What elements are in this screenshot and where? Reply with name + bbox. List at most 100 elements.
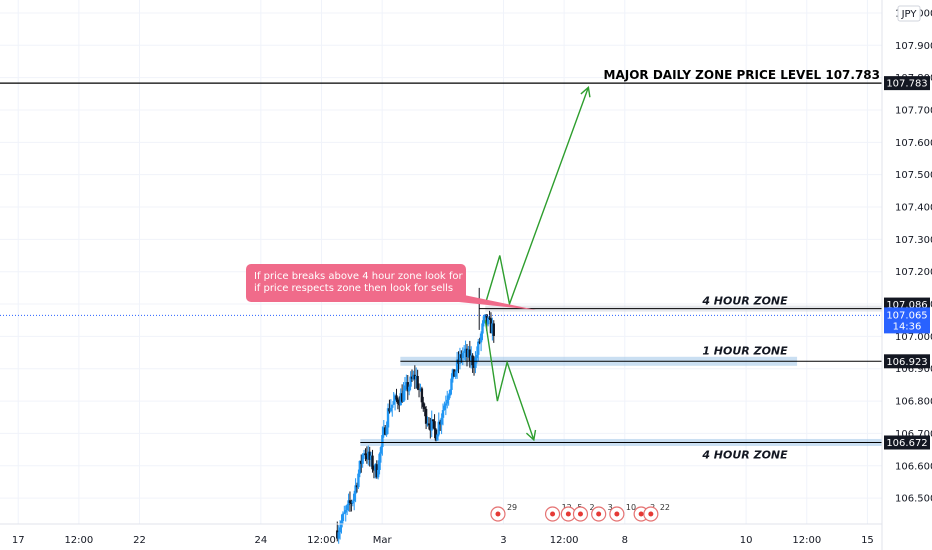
candle-body: [367, 451, 370, 460]
candle-body: [358, 460, 362, 474]
x-tick-label: 3: [500, 535, 506, 546]
candle-body: [417, 388, 421, 390]
annotation-callout[interactable]: If price breaks above 4 hour zone look f…: [246, 264, 536, 310]
event-marker[interactable]: 3: [591, 503, 613, 522]
candle-body: [406, 382, 409, 392]
candle-body: [399, 393, 402, 406]
candle-body: [337, 532, 340, 539]
price-tag-1h: 106.923: [884, 354, 930, 369]
candle-body: [365, 455, 369, 460]
event-count: 22: [660, 503, 670, 512]
event-flag-dot-icon: [596, 511, 602, 517]
event-flag-dot-icon: [648, 511, 654, 517]
event-flag-dot-icon: [577, 511, 583, 517]
candle-body: [350, 502, 353, 504]
candle-body: [447, 395, 450, 400]
zone-4h-upper-label: 4 HOUR ZONE: [701, 295, 788, 308]
candle-body: [372, 469, 376, 471]
candle-body: [422, 402, 425, 407]
candle-body: [446, 399, 449, 404]
zone-4h-lower-label: 4 HOUR ZONE: [701, 448, 788, 461]
projection-up-arrowhead: [580, 85, 591, 98]
projection-down-path: [484, 320, 535, 441]
event-marker[interactable]: 22: [643, 503, 670, 522]
candle-body: [416, 375, 419, 389]
price-tag-countdown-text: 14:36: [893, 321, 922, 332]
zone-1h-label: 1 HOUR ZONE: [702, 344, 788, 357]
candle-body: [488, 317, 491, 319]
y-tick-label: 107.000: [895, 332, 932, 343]
candle-body: [381, 435, 384, 448]
levels-layer: MAJOR DAILY ZONE PRICE LEVEL 107.783 4 HO…: [0, 68, 882, 461]
candle-body: [491, 323, 494, 334]
candle-body: [395, 395, 398, 400]
price-tag-major-bg: [884, 76, 930, 91]
candle-body: [441, 410, 445, 418]
event-flag-dot-icon: [495, 511, 501, 517]
candle-body: [464, 348, 467, 352]
price-tag-4h-lower: 106.672: [884, 435, 930, 450]
y-tick-label: 107.700: [895, 105, 932, 116]
candle-body: [378, 453, 381, 470]
candle-body: [450, 378, 453, 390]
candle-body: [347, 500, 350, 506]
event-flag-dot-icon: [550, 511, 556, 517]
candle-body: [407, 386, 411, 392]
x-tick-label: 10: [740, 535, 753, 546]
candle-body: [479, 333, 483, 343]
y-tick-label: 107.900: [895, 41, 932, 52]
candle-body: [375, 464, 378, 478]
candle-body: [478, 341, 481, 343]
price-tag-major: 107.783: [884, 76, 930, 91]
candle-body: [379, 447, 383, 454]
candle-body: [368, 451, 371, 460]
currency-badge[interactable]: [897, 5, 921, 22]
candle-body: [374, 464, 377, 471]
candle-body: [436, 434, 439, 441]
projections-layer: [484, 85, 591, 442]
candle-body: [413, 374, 417, 380]
candle-body: [351, 501, 354, 504]
event-flag-dot-icon: [638, 511, 644, 517]
price-tag-current-text: 107.065: [886, 310, 927, 321]
candle-body: [431, 419, 435, 422]
x-tick-label: 12:00: [792, 535, 821, 546]
y-tick-label: 106.600: [895, 461, 932, 472]
event-marker[interactable]: 2: [572, 503, 595, 522]
price-tag-1h-bg: [884, 354, 930, 369]
event-count: 2: [589, 503, 594, 512]
event-flag-dot-icon: [614, 511, 620, 517]
annotation-text-line: if price respects zone then look for sel…: [254, 283, 453, 294]
candle-body: [492, 323, 495, 336]
event-marker[interactable]: 29: [490, 503, 517, 522]
price-axis[interactable]: 108.000107.900107.800107.700107.600107.5…: [881, 0, 932, 550]
candle-body: [393, 395, 397, 401]
candle-body: [354, 485, 357, 494]
event-marker[interactable]: 10: [609, 503, 636, 522]
candle-body: [384, 427, 387, 435]
candle-body: [472, 365, 476, 368]
candle-body: [364, 453, 367, 456]
annotation-text-line: If price breaks above 4 hour zone look f…: [254, 271, 493, 282]
x-tick-label: 12:00: [307, 535, 336, 546]
candle-body: [430, 419, 433, 431]
candle-body: [338, 527, 342, 533]
x-tick-label: 8: [622, 535, 628, 546]
time-axis[interactable]: 17 12:00 22 24 12:00 Mar 3 12:00 8 10 12:00 15: [0, 523, 882, 546]
y-tick-label: 107.400: [895, 203, 932, 214]
price-tag-major-text: 107.783: [886, 79, 927, 90]
event-count: 3: [608, 503, 613, 512]
candle-body: [348, 500, 352, 503]
events-layer: 291252310222: [490, 503, 670, 522]
event-count: 29: [507, 503, 517, 512]
candle-body: [458, 354, 462, 364]
event-flag-dot-icon: [565, 511, 571, 517]
candle-body: [470, 355, 473, 361]
candle-body: [357, 473, 360, 488]
y-tick-label: 107.600: [895, 138, 932, 149]
price-tag-4h-lower-bg: [884, 435, 930, 450]
candle-body: [429, 425, 432, 431]
candle-body: [485, 314, 488, 325]
candle-body: [352, 493, 356, 502]
